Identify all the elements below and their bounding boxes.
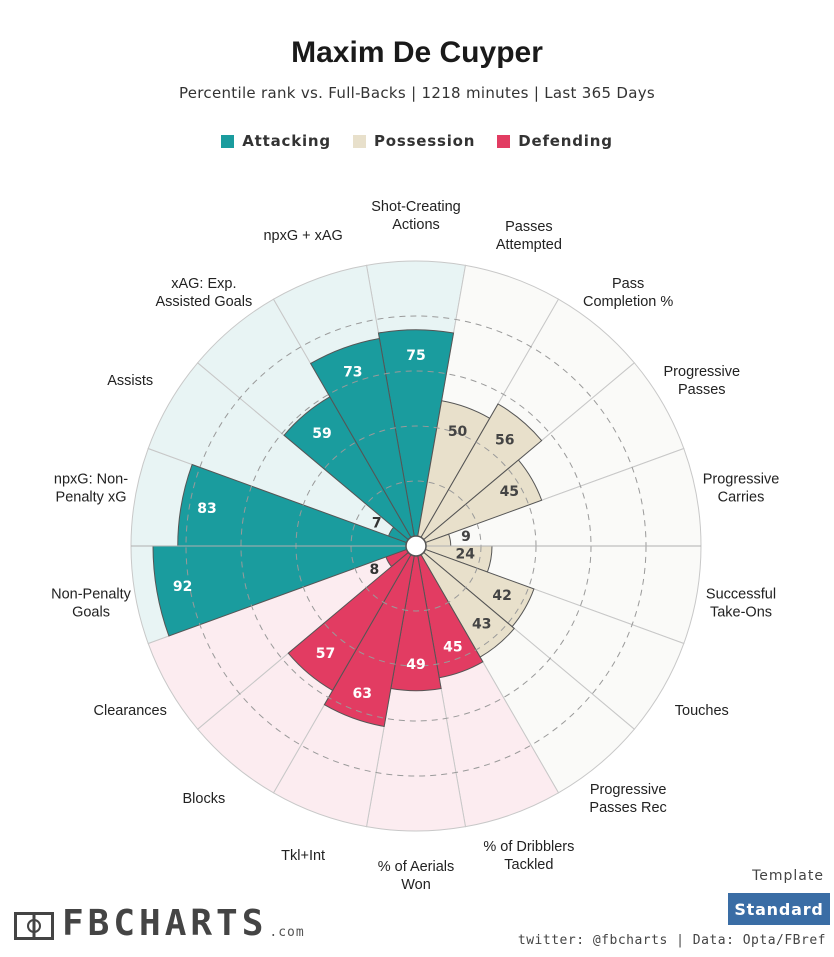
legend-label-defending: Defending [518, 132, 613, 150]
legend-label-possession: Possession [373, 132, 476, 150]
value-label: 59 [312, 426, 331, 442]
category-label: Non-Penalty Goals [51, 586, 132, 620]
radar-category-labels: Shot-Creating Actions Passes Attempted Pass C… [51, 199, 779, 893]
value-label: 49 [406, 657, 425, 673]
category-label: Passes Attempted [496, 219, 562, 253]
category-label: npxG: Non-Penalty xG [54, 472, 128, 506]
category-label: Blocks [183, 791, 226, 807]
category-label: Shot-Creating Actions [371, 199, 460, 233]
category-label: Successful Take-Ons [706, 586, 776, 620]
value-label: 43 [472, 616, 491, 632]
category-label: Tkl+Int [281, 848, 325, 864]
value-label: 75 [406, 348, 425, 364]
category-label: Assists [107, 373, 153, 389]
category-label: % of Dribblers Tackled [483, 839, 574, 873]
chart-subtitle: Percentile rank vs. Full-Backs | 1218 mi… [178, 84, 656, 102]
value-label: 9 [461, 529, 471, 545]
template-standard-button[interactable]: Standard [728, 893, 830, 925]
legend-swatch-defending [497, 134, 511, 148]
category-label: npxG + xAG [263, 228, 342, 244]
category-label: Progressive Passes Rec [589, 782, 666, 816]
center-hub [405, 535, 427, 557]
category-label: xAG: Exp. Assisted Goals [156, 276, 253, 310]
value-label: 24 [455, 547, 475, 563]
category-label: Progressive Passes [664, 364, 741, 398]
legend: Attacking Possession Defending [0, 132, 834, 150]
value-label: 45 [500, 484, 519, 500]
value-label: 42 [492, 588, 511, 604]
legend-label-attacking: Attacking [242, 132, 331, 150]
value-label: 45 [443, 639, 462, 655]
logo-text: FBCHARTS [62, 903, 268, 944]
category-label: Pass Completion % [583, 276, 673, 310]
value-label: 83 [197, 501, 216, 517]
pitch-icon [14, 912, 54, 940]
value-label: 56 [495, 432, 514, 448]
value-label: 57 [316, 646, 335, 662]
legend-item-defending: Defending [497, 132, 613, 150]
fbcharts-logo: FBCHARTS .com [14, 906, 305, 942]
chart-title: Maxim De Cuyper [291, 36, 543, 69]
value-label: 63 [352, 686, 371, 702]
value-label: 8 [370, 562, 380, 578]
legend-item-attacking: Attacking [221, 132, 331, 150]
value-label: 7 [372, 515, 382, 531]
template-label: Template [752, 868, 824, 884]
value-label: 50 [448, 424, 468, 440]
legend-swatch-attacking [221, 134, 235, 148]
category-label: Progressive Carries [703, 472, 780, 506]
category-label: Clearances [94, 703, 167, 719]
category-label: Touches [675, 703, 729, 719]
radar-grid [131, 315, 701, 777]
legend-item-possession: Possession [352, 132, 476, 150]
credits: twitter: @fbcharts | Data: Opta/FBref [517, 933, 826, 948]
legend-swatch-possession [352, 134, 366, 148]
value-label: 92 [173, 579, 192, 595]
value-label: 73 [343, 364, 362, 380]
category-label: % of Aerials Won [378, 859, 455, 893]
logo-suffix: .com [269, 925, 305, 940]
